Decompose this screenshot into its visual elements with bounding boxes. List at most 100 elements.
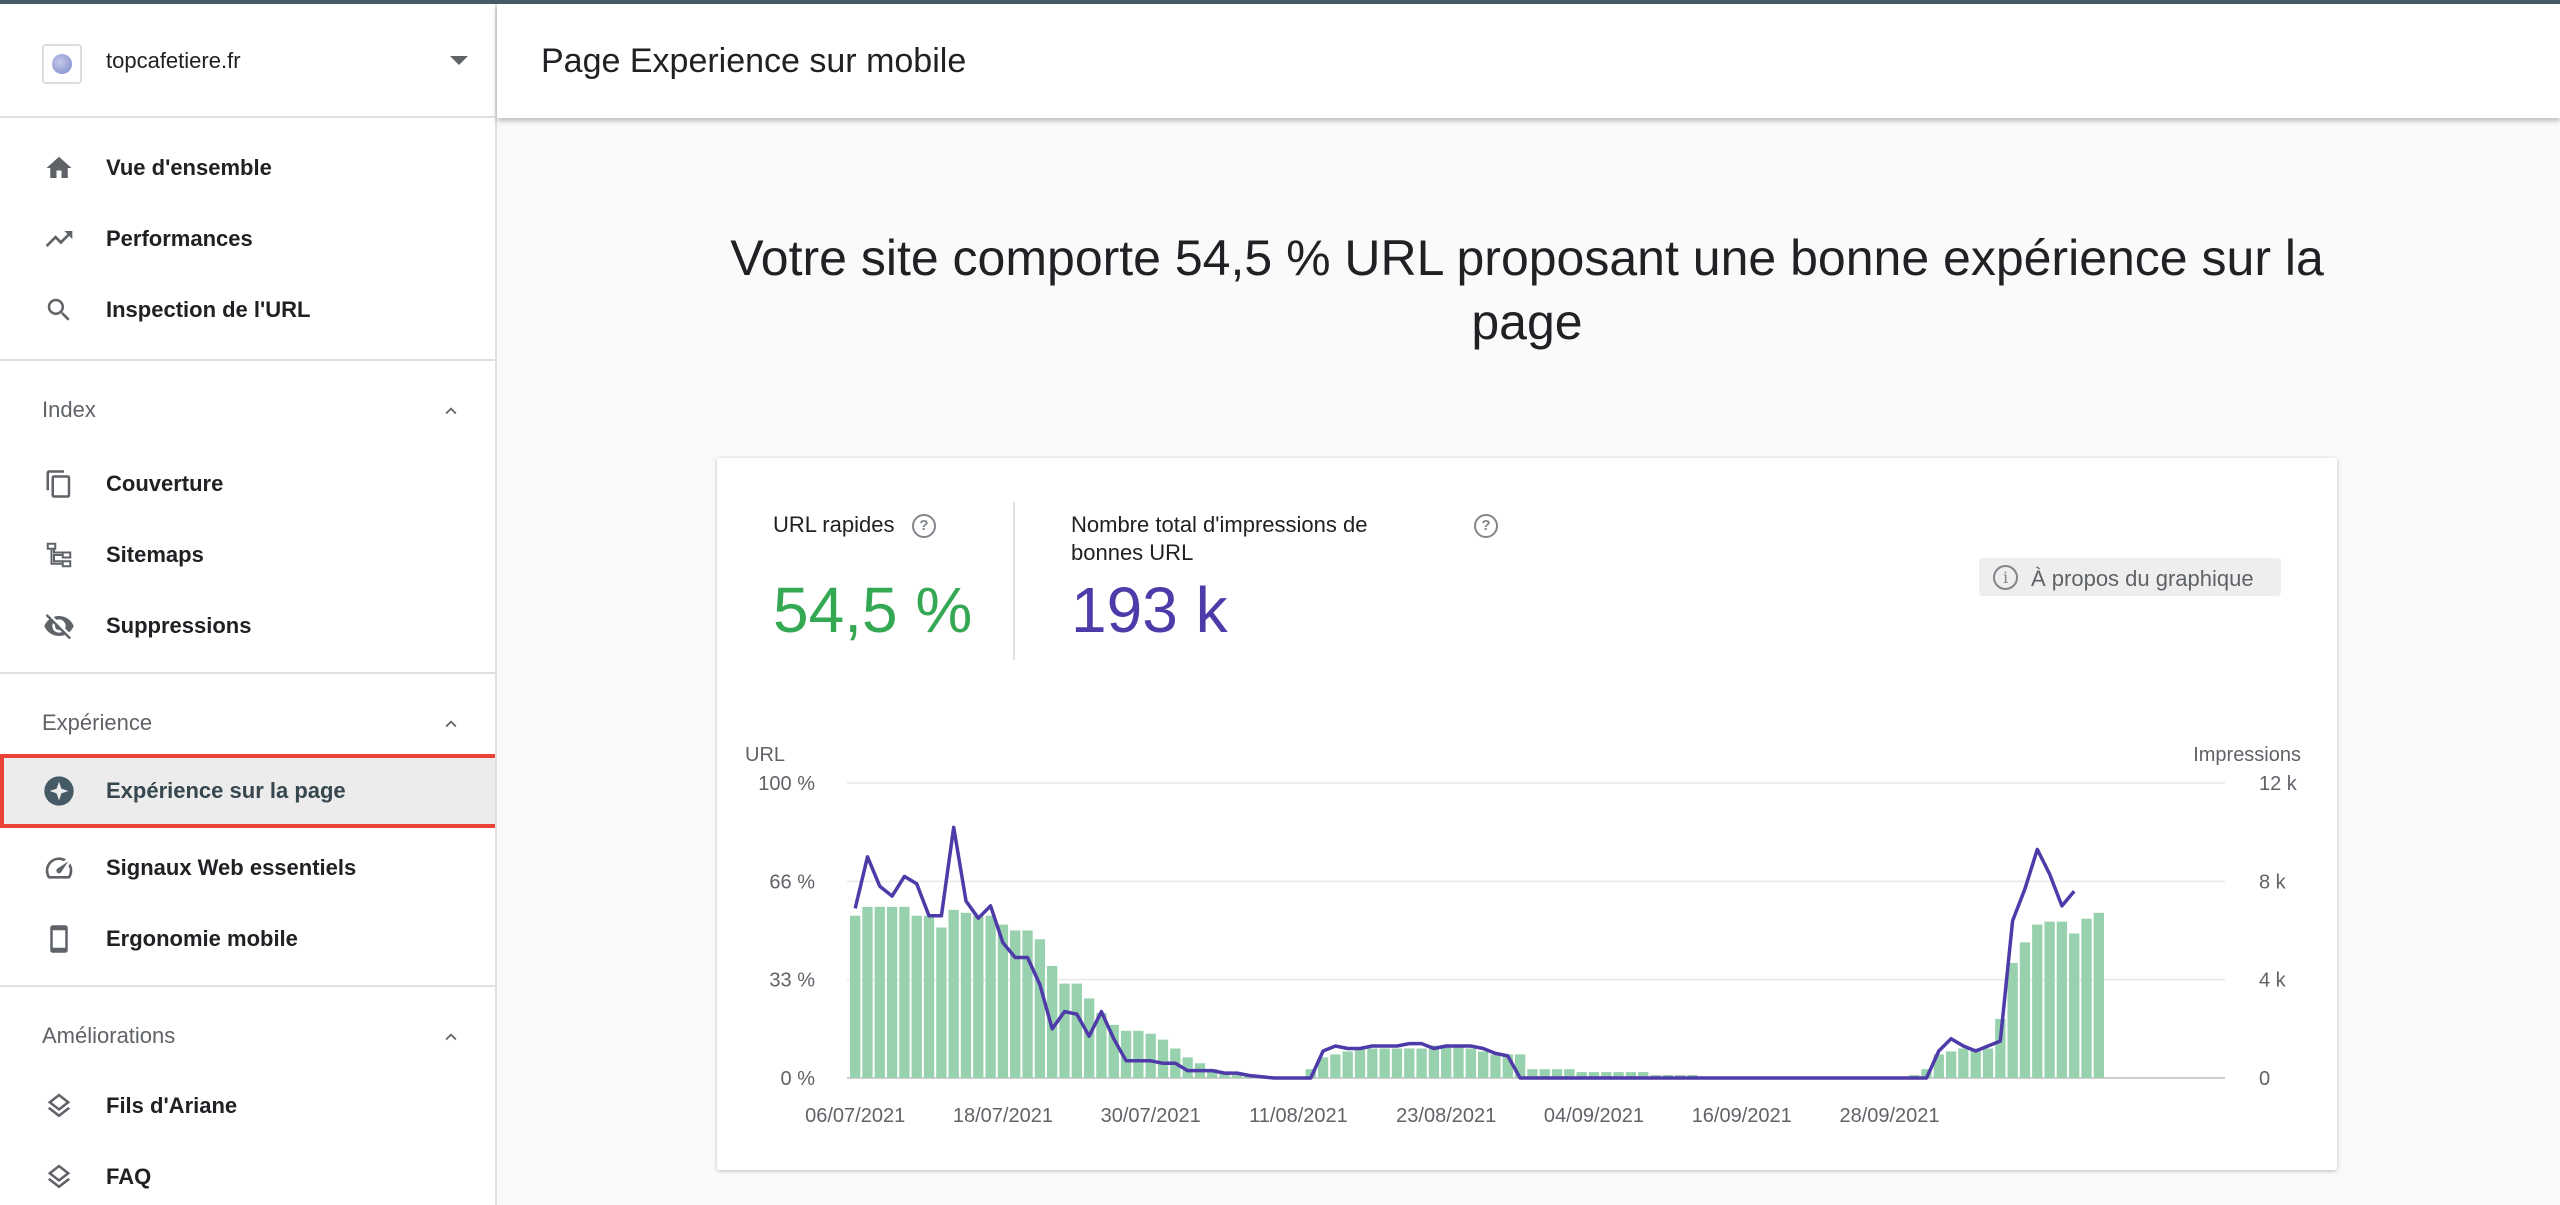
sidebar: topcafetiere.fr Vue d'ensemble Performan… (0, 4, 497, 1205)
bar (1157, 1039, 1169, 1078)
sidebar-item-label: Sitemaps (106, 542, 204, 567)
bar (1096, 1013, 1107, 1078)
sidebar-item-performance[interactable]: Performances (0, 204, 495, 274)
bar (1995, 1019, 2006, 1078)
bar (1354, 1048, 1366, 1078)
site-favicon (42, 44, 82, 84)
bar (2069, 933, 2080, 1078)
bar (1083, 998, 1095, 1078)
property-selector[interactable]: topcafetiere.fr (0, 4, 495, 118)
metric-label-impressions: Nombre total d'impressions de bonnes URL (1071, 512, 1368, 565)
page-header: Page Experience sur mobile (497, 4, 2560, 118)
bar (2032, 924, 2043, 1078)
help-icon[interactable]: ? (912, 514, 936, 538)
x-tick-label: 06/07/2021 (805, 1105, 905, 1127)
bar (2093, 912, 2104, 1078)
bar (1305, 1069, 1316, 1078)
bar (1502, 1054, 1513, 1078)
bar (1921, 1069, 1932, 1078)
bar (1010, 930, 1021, 1078)
sidebar-item-url-inspection[interactable]: Inspection de l'URL (0, 275, 495, 345)
bar (1933, 1054, 1944, 1078)
y-tick-label-left: 66 % (769, 871, 815, 893)
section-title-experience: Expérience (42, 710, 153, 735)
x-tick-label: 23/08/2021 (1396, 1105, 1496, 1127)
bar (1958, 1048, 1969, 1078)
chevron-up-icon[interactable] (440, 400, 462, 422)
visibility-off-icon (42, 609, 76, 643)
info-icon: i (1993, 565, 2018, 590)
section-title-improvements: Améliorations (42, 1023, 176, 1048)
trending-up-icon (42, 222, 76, 256)
bar (1478, 1051, 1489, 1078)
bar (899, 906, 910, 1078)
sidebar-item-page-experience[interactable]: Expérience sur la page (0, 754, 495, 828)
sidebar-item-label: Signaux Web essentiels (106, 855, 357, 880)
sidebar-item-label: FAQ (106, 1164, 152, 1189)
copy-pages-icon (42, 467, 76, 501)
metric-value-fast-urls: 54,5 % (773, 574, 973, 646)
sidebar-divider (0, 359, 495, 361)
x-tick-label: 11/08/2021 (1249, 1105, 1348, 1127)
sidebar-item-breadcrumbs[interactable]: Fils d'Ariane (0, 1071, 495, 1141)
sidebar-divider (0, 672, 495, 674)
summary-headline: Votre site comporte 54,5 % URL proposant… (730, 230, 2324, 350)
bar (2081, 918, 2092, 1078)
page-experience-icon (42, 774, 76, 808)
y-tick-label-right: 4 k (2259, 970, 2287, 992)
metric-divider (1013, 502, 1015, 660)
bar (1428, 1045, 1440, 1078)
y-tick-label-right: 0 (2259, 1068, 2270, 1090)
bar (1379, 1048, 1390, 1078)
bar (1588, 1072, 1600, 1078)
bar (2007, 962, 2018, 1078)
about-chart-button[interactable]: i À propos du graphique (1979, 558, 2281, 596)
chevron-up-icon[interactable] (440, 713, 462, 735)
bar (1514, 1054, 1526, 1078)
bar (1145, 1033, 1156, 1078)
bar (1404, 1048, 1415, 1078)
sidebar-item-core-web-vitals[interactable]: Signaux Web essentiels (0, 833, 495, 903)
bar (1638, 1072, 1649, 1078)
bar (973, 915, 984, 1078)
y-tick-label-left: 100 % (758, 773, 815, 795)
bar (1551, 1069, 1563, 1078)
sidebar-divider (0, 985, 495, 987)
dropdown-arrow-icon[interactable] (450, 56, 468, 65)
y-tick-label-right: 12 k (2259, 773, 2298, 795)
sidebar-item-overview[interactable]: Vue d'ensemble (0, 133, 495, 203)
sidebar-item-sitemaps[interactable]: Sitemaps (0, 520, 495, 590)
chart: 0 % 0 33 % 4 k 66 % 8 k 100 % 12 k URL Impression… (745, 744, 2301, 1127)
sidebar-item-label: Performances (106, 226, 253, 251)
about-chart-label: À propos du graphique (2031, 566, 2254, 591)
bar (1601, 1072, 1612, 1078)
y-tick-label-right: 8 k (2259, 871, 2287, 893)
help-icon[interactable]: ? (1474, 514, 1498, 538)
axis-label-left: URL (745, 744, 785, 766)
speed-gauge-icon (42, 851, 76, 885)
sidebar-item-label: Vue d'ensemble (106, 155, 272, 180)
bar (997, 924, 1009, 1078)
bar (1367, 1048, 1378, 1078)
y-tick-label-left: 0 % (781, 1068, 816, 1090)
top-accent-strip (0, 0, 2560, 4)
sidebar-item-faq[interactable]: FAQ (0, 1142, 495, 1205)
bar (936, 927, 947, 1078)
bar (1120, 1030, 1132, 1078)
sidebar-item-mobile-usability[interactable]: Ergonomie mobile (0, 904, 495, 974)
sidebar-item-removals[interactable]: Suppressions (0, 591, 495, 661)
layers-icon (42, 1089, 76, 1123)
bar (1539, 1069, 1550, 1078)
bar (1613, 1072, 1624, 1078)
y-tick-label-left: 33 % (769, 970, 815, 992)
bar (1034, 939, 1046, 1078)
chevron-up-icon[interactable] (440, 1026, 462, 1048)
bar (1945, 1051, 1957, 1078)
bar (1047, 965, 1058, 1078)
bar (850, 915, 861, 1078)
bar (1317, 1057, 1329, 1078)
sidebar-item-coverage[interactable]: Couverture (0, 449, 495, 519)
home-icon (42, 151, 76, 185)
bar (1182, 1057, 1193, 1078)
bar (886, 906, 898, 1078)
